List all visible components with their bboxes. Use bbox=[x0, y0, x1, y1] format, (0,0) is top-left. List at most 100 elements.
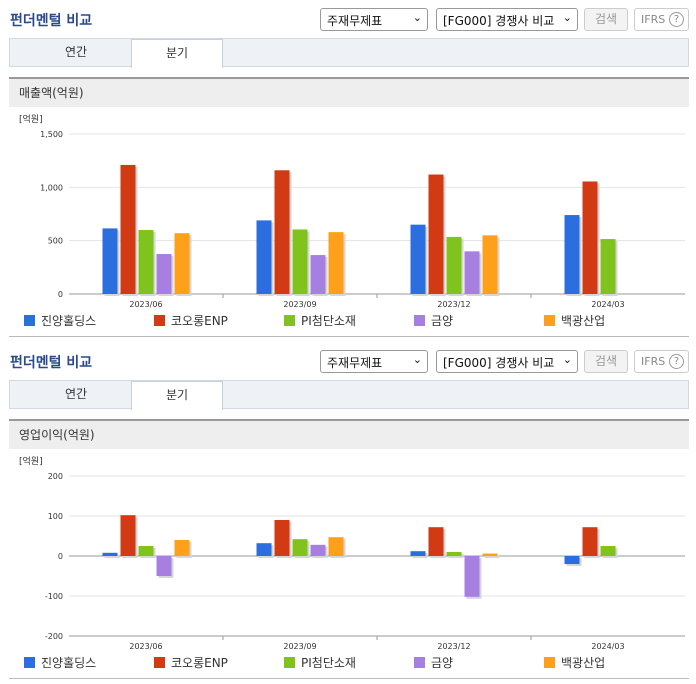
divider bbox=[9, 336, 689, 337]
legend-item[interactable]: 진양홀딩스 bbox=[24, 312, 96, 329]
legend-swatch bbox=[544, 657, 555, 668]
bar bbox=[138, 230, 154, 294]
revenue-chart: [억원] 0 500 1,000 1,500 2023/06 2023/09 2023/12 2… bbox=[9, 107, 689, 337]
bar-shadow bbox=[104, 554, 120, 558]
bar-shadow bbox=[484, 555, 500, 558]
legend-label: 백광산업 bbox=[561, 314, 606, 328]
bar bbox=[310, 255, 326, 294]
metric-header: 매출액(억원) bbox=[9, 77, 689, 107]
y-tick-label: 500 bbox=[48, 237, 63, 246]
x-tick-label: 2024/03 bbox=[591, 642, 624, 651]
chevron-down-icon: ⌄ bbox=[562, 353, 572, 366]
bar bbox=[482, 235, 498, 294]
statement-select[interactable]: 주재무제표 ⌄ bbox=[320, 350, 428, 373]
unit-label: [억원] bbox=[19, 455, 43, 467]
bar bbox=[428, 527, 444, 556]
peer-select[interactable]: [FG000] 경쟁사 비교 ⌄ bbox=[436, 8, 578, 31]
statement-select[interactable]: 주재무제표 ⌄ bbox=[320, 8, 428, 31]
x-tick-label: 2023/12 bbox=[437, 300, 470, 309]
bar bbox=[156, 254, 172, 294]
bar bbox=[600, 239, 616, 294]
bar bbox=[410, 551, 426, 556]
legend-swatch bbox=[24, 315, 35, 326]
bar bbox=[564, 556, 580, 564]
peer-select[interactable]: [FG000] 경쟁사 비교 ⌄ bbox=[436, 350, 578, 373]
bar bbox=[328, 537, 344, 556]
legend-item[interactable]: 코오롱ENP bbox=[154, 654, 228, 671]
y-tick-label: 100 bbox=[48, 512, 63, 521]
x-tick-label: 2023/06 bbox=[129, 642, 162, 651]
y-tick-label: 0 bbox=[58, 552, 63, 561]
ifrs-info[interactable]: IFRS? bbox=[634, 350, 689, 373]
x-tick-label: 2023/06 bbox=[129, 300, 162, 309]
tab-annual[interactable]: 연간 bbox=[64, 387, 88, 401]
bar bbox=[464, 251, 480, 294]
bar bbox=[256, 543, 272, 556]
legend-label: 진양홀딩스 bbox=[41, 314, 97, 328]
fundamental-section-operating-profit: 펀더멘털 비교 주재무제표 ⌄ [FG000] 경쟁사 비교 ⌄ 검색 IFRS? … bbox=[0, 342, 696, 679]
bar bbox=[102, 552, 118, 556]
tab-quarterly[interactable]: 분기 bbox=[131, 39, 223, 68]
bar bbox=[156, 556, 172, 576]
legend-label: PI첨단소재 bbox=[301, 314, 356, 328]
legend-item[interactable]: 백광산업 bbox=[544, 654, 605, 671]
search-button[interactable]: 검색 bbox=[584, 8, 628, 31]
legend-swatch bbox=[154, 315, 165, 326]
section-title: 펀더멘털 비교 bbox=[10, 13, 93, 29]
legend-swatch bbox=[284, 657, 295, 668]
bar bbox=[102, 228, 118, 294]
ifrs-label: IFRS bbox=[641, 13, 666, 26]
legend-label: 진양홀딩스 bbox=[41, 656, 97, 670]
y-tick-label: 200 bbox=[48, 472, 63, 481]
tab-quarterly[interactable]: 분기 bbox=[131, 381, 223, 410]
bar bbox=[464, 556, 480, 597]
bar bbox=[174, 540, 190, 556]
section-title: 펀더멘털 비교 bbox=[10, 355, 93, 371]
bar bbox=[292, 229, 308, 294]
bar bbox=[120, 164, 136, 294]
legend-label: 금양 bbox=[431, 314, 454, 328]
y-tick-label: -200 bbox=[45, 632, 63, 641]
legend-item[interactable]: 금양 bbox=[414, 312, 453, 329]
legend-label: 백광산업 bbox=[561, 656, 606, 670]
statement-select-value: 주재무제표 bbox=[327, 14, 383, 28]
unit-label: [억원] bbox=[19, 113, 43, 125]
search-button[interactable]: 검색 bbox=[584, 350, 628, 373]
legend-item[interactable]: 금양 bbox=[414, 654, 453, 671]
bar bbox=[138, 546, 154, 556]
x-tick-label: 2023/09 bbox=[283, 642, 316, 651]
chevron-down-icon: ⌄ bbox=[412, 11, 422, 24]
section-header: 펀더멘털 비교 주재무제표 ⌄ [FG000] 경쟁사 비교 ⌄ 검색 IFRS? bbox=[0, 0, 696, 34]
operating-profit-chart-svg: [억원] -200 -100 0 100 200 2023/06 2023/09 2023/12… bbox=[19, 455, 685, 651]
legend-item[interactable]: PI첨단소재 bbox=[284, 312, 356, 329]
y-tick-label: 0 bbox=[58, 290, 63, 299]
bar bbox=[328, 232, 344, 294]
statement-select-value: 주재무제표 bbox=[327, 356, 383, 370]
y-tick-label: -100 bbox=[45, 592, 63, 601]
y-tick-label: 1,500 bbox=[40, 130, 63, 139]
ifrs-label: IFRS bbox=[641, 355, 666, 368]
tab-annual[interactable]: 연간 bbox=[64, 45, 88, 59]
legend-item[interactable]: 코오롱ENP bbox=[154, 312, 228, 329]
metric-header: 영업이익(억원) bbox=[9, 419, 689, 449]
ifrs-info[interactable]: IFRS? bbox=[634, 8, 689, 31]
x-tick-label: 2023/09 bbox=[283, 300, 316, 309]
divider bbox=[9, 678, 689, 679]
peer-select-value: [FG000] 경쟁사 비교 bbox=[443, 356, 555, 370]
legend-item[interactable]: 진양홀딩스 bbox=[24, 654, 96, 671]
bar bbox=[274, 170, 290, 294]
legend-label: 코오롱ENP bbox=[171, 314, 228, 328]
operating-profit-chart: [억원] -200 -100 0 100 200 2023/06 2023/09 2023/12… bbox=[9, 449, 689, 679]
bar bbox=[600, 546, 616, 556]
help-icon[interactable]: ? bbox=[669, 354, 684, 369]
period-tabs: 연간 분기 bbox=[9, 380, 689, 410]
x-tick-label: 2024/03 bbox=[591, 300, 624, 309]
legend-item[interactable]: PI첨단소재 bbox=[284, 654, 356, 671]
legend-item[interactable]: 백광산업 bbox=[544, 312, 605, 329]
bar bbox=[482, 553, 498, 556]
legend-swatch bbox=[154, 657, 165, 668]
bar bbox=[292, 539, 308, 556]
fundamental-section-revenue: 펀더멘털 비교 주재무제표 ⌄ [FG000] 경쟁사 비교 ⌄ 검색 IFRS? … bbox=[0, 0, 696, 337]
legend-label: PI첨단소재 bbox=[301, 656, 356, 670]
help-icon[interactable]: ? bbox=[669, 12, 684, 27]
